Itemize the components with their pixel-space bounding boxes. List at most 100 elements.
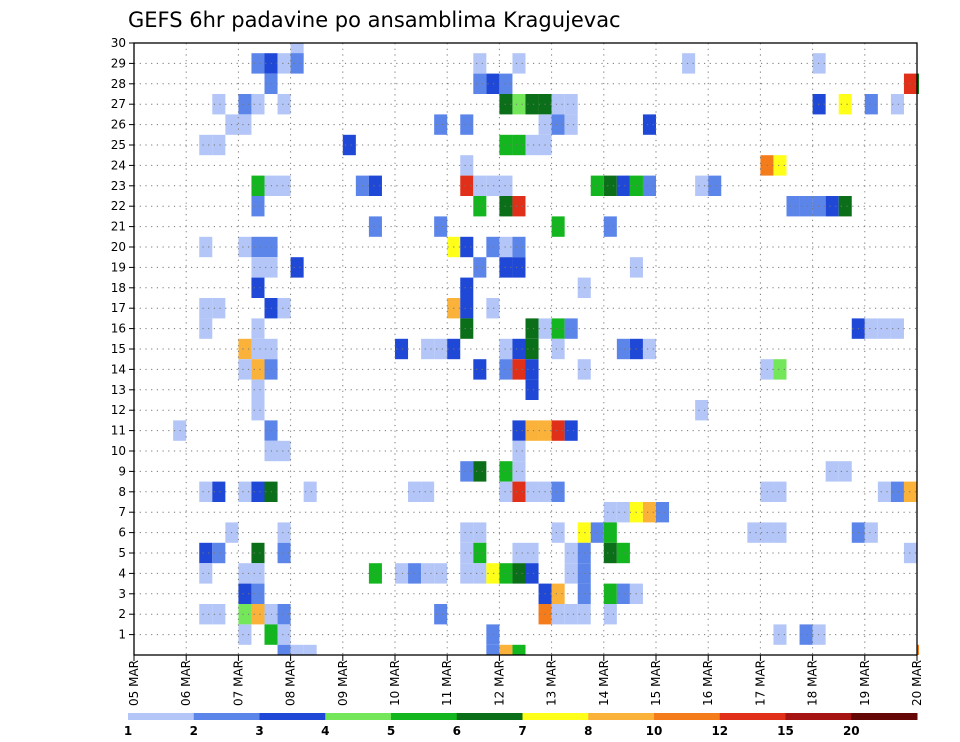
heatmap-cell [421, 338, 435, 360]
heatmap-cell [212, 94, 226, 115]
y-tick-label: 7 [118, 505, 126, 519]
heatmap-cell [525, 379, 539, 400]
colorbar-segment [719, 713, 786, 720]
heatmap-cell [695, 400, 709, 421]
heatmap-cell [486, 624, 500, 645]
colorbar-segment [522, 713, 589, 720]
colorbar-segment [785, 713, 852, 720]
x-tick-label: 12 MAR [492, 660, 506, 706]
heatmap-cell [368, 175, 382, 196]
heatmap-cell [695, 175, 709, 196]
heatmap-cell [838, 461, 852, 482]
heatmap-cell [238, 604, 252, 625]
heatmap-cell [564, 318, 578, 339]
x-tick-label: 06 MAR [179, 660, 193, 706]
heatmap-cell [512, 542, 526, 564]
heatmap-cell [525, 542, 539, 564]
heatmap-cell [564, 94, 578, 115]
heatmap-cell [251, 481, 265, 502]
heatmap-cell [473, 196, 487, 217]
heatmap-cell [473, 461, 487, 482]
y-tick-label: 8 [118, 485, 126, 499]
heatmap-cell [251, 236, 265, 258]
y-axis: 1234567891011121314151617181920212223242… [111, 36, 134, 642]
heatmap-cell [564, 563, 578, 584]
y-tick-label: 11 [111, 424, 126, 438]
heatmap-cell [917, 73, 919, 94]
heatmap-cell [251, 338, 265, 360]
heatmap-cell [408, 481, 422, 502]
heatmap-cell [773, 522, 787, 543]
heatmap-cell [551, 94, 565, 115]
heatmap-cell [238, 338, 252, 360]
heatmap-cell [421, 563, 435, 584]
heatmap-cell [238, 94, 252, 115]
x-tick-label: 15 MAR [649, 660, 663, 706]
heatmap-cell [460, 461, 474, 482]
heatmap-cell [825, 461, 839, 482]
heatmap-cell [251, 583, 265, 604]
y-tick-label: 9 [118, 464, 126, 478]
heatmap-cell [603, 216, 617, 237]
heatmap-cell [616, 583, 630, 604]
heatmap-cell [799, 624, 813, 645]
heatmap-cell [251, 359, 265, 380]
heatmap-cell [460, 175, 474, 196]
heatmap-cell [499, 236, 513, 258]
heatmap-cell [199, 236, 213, 258]
y-tick-label: 27 [111, 97, 126, 111]
heatmap-cell [773, 155, 787, 176]
colorbar-segment [325, 713, 392, 720]
heatmap-cell [277, 604, 291, 625]
colorbar-label: 8 [584, 724, 592, 738]
y-tick-label: 12 [111, 403, 126, 417]
heatmap-cell [577, 604, 591, 625]
heatmap-cell [786, 196, 800, 217]
heatmap-cell [434, 604, 448, 625]
heatmap-cell [251, 257, 265, 278]
heatmap-cell [251, 175, 265, 196]
colorbar: 1 2 3 4 5 6 7 8 10 12 15 20 [124, 713, 918, 738]
heatmap-cell [864, 318, 878, 339]
heatmap-cell [603, 175, 617, 196]
heatmap-cell [499, 196, 513, 217]
y-tick-label: 28 [111, 77, 126, 91]
heatmap-cell [238, 481, 252, 502]
heatmap-cell [486, 298, 500, 319]
heatmap-cell [408, 563, 422, 584]
heatmap-cell [212, 481, 226, 502]
heatmap-cell [512, 563, 526, 584]
heatmap-cell [551, 604, 565, 625]
heatmap-cell [512, 420, 526, 441]
heatmap-cell [212, 134, 226, 156]
y-tick-label: 14 [111, 362, 126, 376]
colorbar-segment [654, 713, 721, 720]
heatmap-cell [499, 461, 513, 482]
plot-frame [133, 42, 918, 656]
heatmap-cell [747, 522, 761, 543]
heatmap-cell [512, 53, 526, 74]
y-tick-label: 1 [118, 628, 126, 642]
heatmap-cell [525, 481, 539, 502]
y-tick-label: 13 [111, 383, 126, 397]
heatmap-cell [551, 481, 565, 502]
heatmap-cell [212, 542, 226, 564]
y-tick-label: 4 [118, 566, 126, 580]
heatmap-cell [512, 359, 526, 380]
heatmap-cell [473, 563, 487, 584]
heatmap-cell [434, 114, 448, 135]
heatmap-cell [603, 522, 617, 543]
heatmap-cell [590, 175, 604, 196]
heatmap-cell [838, 94, 852, 115]
heatmap-cell [512, 481, 526, 502]
colorbar-label: 10 [646, 724, 663, 738]
heatmap-cell [499, 338, 513, 360]
heatmap-cell [251, 196, 265, 217]
y-tick-label: 2 [118, 607, 126, 621]
y-tick-label: 23 [111, 179, 126, 193]
heatmap-cell [434, 216, 448, 237]
heatmap-cell [499, 644, 513, 655]
heatmap-cell [421, 481, 435, 502]
heatmap-cell [199, 318, 213, 339]
